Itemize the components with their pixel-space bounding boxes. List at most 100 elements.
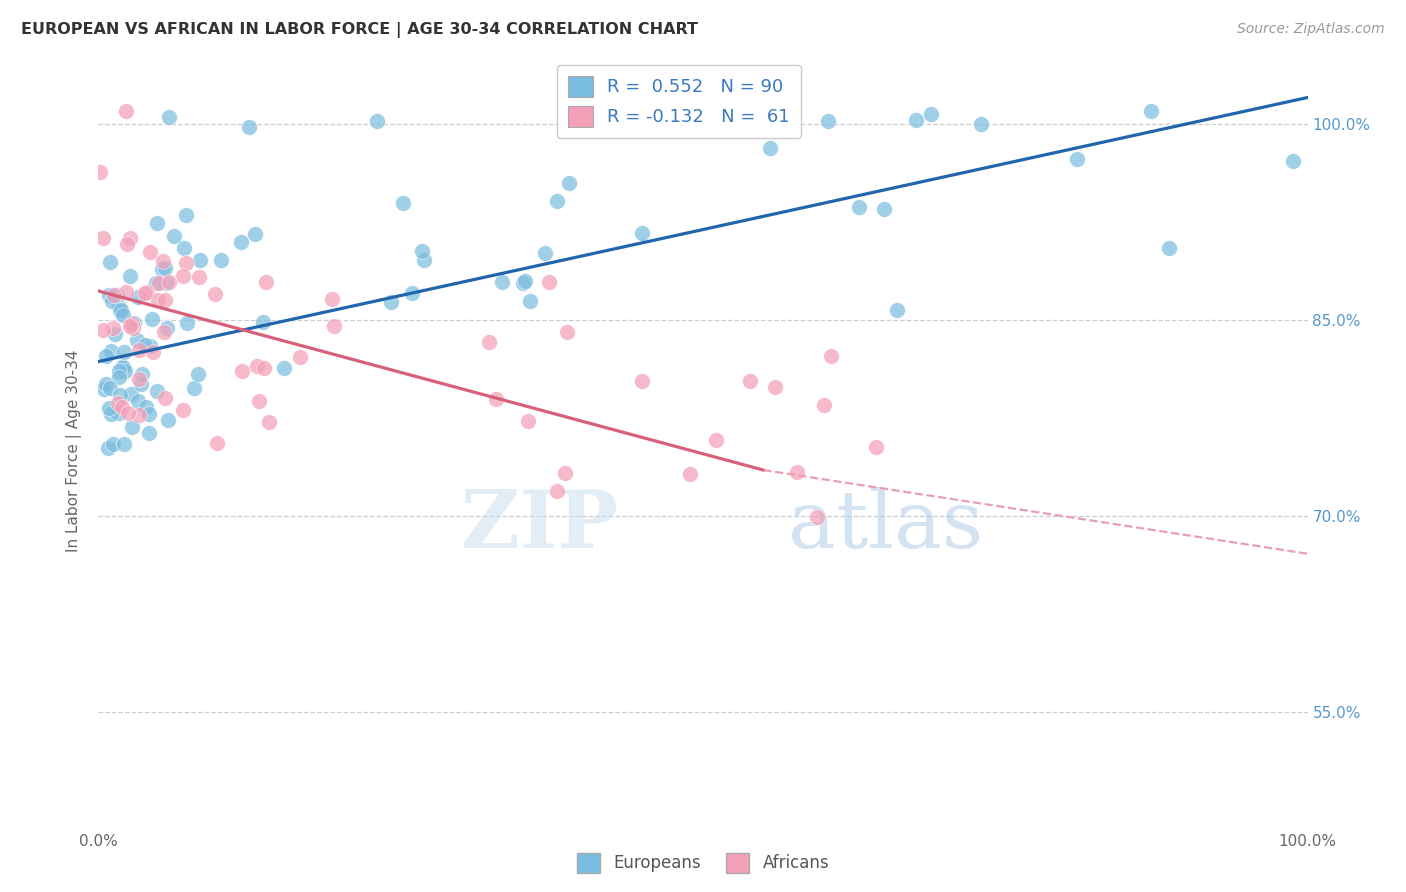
Point (134, 338, 156, 352)
Y-axis label: In Labor Force | Age 30-34: In Labor Force | Age 30-34 (66, 349, 83, 552)
Point (288, 351, 311, 365)
Point (152, 253, 174, 268)
Point (173, 241, 195, 255)
Point (135, 285, 157, 299)
Point (104, 327, 127, 342)
Point (110, 302, 132, 317)
Point (100, 407, 122, 421)
Point (380, 295, 402, 310)
Point (93, 382, 115, 396)
Point (534, 246, 557, 260)
Point (122, 320, 145, 334)
Point (704, 433, 727, 447)
Point (155, 321, 177, 335)
Point (478, 334, 501, 349)
Point (231, 364, 253, 378)
Point (631, 374, 654, 388)
Point (111, 360, 134, 375)
Point (146, 293, 169, 307)
Point (491, 276, 513, 290)
Point (103, 288, 125, 302)
Point (243, 227, 266, 241)
Point (98, 255, 121, 269)
Point (519, 294, 541, 309)
Legend: Europeans, Africans: Europeans, Africans (569, 847, 837, 880)
Point (188, 269, 211, 284)
Point (188, 253, 211, 268)
Point (886, 303, 908, 318)
Point (120, 386, 142, 401)
Point (366, 114, 388, 128)
Text: EUROPEAN VS AFRICAN IN LABOR FORCE | AGE 30-34 CORRELATION CHART: EUROPEAN VS AFRICAN IN LABOR FORCE | AGE… (21, 22, 699, 38)
Point (91, 231, 114, 245)
Point (117, 406, 139, 420)
Point (111, 359, 134, 374)
Point (176, 316, 198, 330)
Point (128, 343, 150, 358)
Point (89, 165, 111, 179)
Point (108, 388, 131, 402)
Point (254, 275, 277, 289)
Point (114, 364, 136, 378)
Point (127, 290, 149, 304)
Point (134, 285, 156, 300)
Point (321, 292, 343, 306)
Point (187, 367, 209, 381)
Point (108, 370, 131, 384)
Point (153, 260, 176, 275)
Point (138, 407, 160, 421)
Point (322, 318, 344, 333)
Point (546, 194, 568, 208)
Point (94, 349, 117, 363)
Point (148, 277, 170, 291)
Point (135, 400, 157, 414)
Point (204, 287, 226, 301)
Point (537, 276, 560, 290)
Point (401, 285, 423, 300)
Point (127, 394, 149, 409)
Point (517, 414, 540, 428)
Point (145, 216, 167, 230)
Point (558, 176, 581, 190)
Point (155, 276, 177, 290)
Point (253, 360, 276, 375)
Point (107, 396, 129, 410)
Point (273, 360, 295, 375)
Point (392, 195, 415, 210)
Point (176, 256, 198, 270)
Point (512, 276, 534, 290)
Point (252, 315, 274, 329)
Point (1139, 103, 1161, 118)
Point (246, 359, 269, 374)
Point (813, 398, 835, 412)
Point (145, 277, 167, 291)
Point (153, 293, 176, 307)
Point (139, 244, 162, 259)
Point (112, 437, 135, 451)
Point (820, 350, 842, 364)
Point (554, 467, 576, 481)
Point (94, 376, 117, 391)
Point (209, 253, 232, 268)
Point (817, 114, 839, 128)
Point (970, 117, 993, 131)
Point (108, 303, 131, 318)
Point (111, 401, 134, 415)
Point (145, 384, 167, 398)
Point (108, 406, 131, 420)
Point (122, 316, 145, 330)
Point (128, 408, 150, 422)
Point (129, 377, 152, 392)
Point (759, 141, 782, 155)
Point (679, 467, 702, 482)
Point (806, 510, 828, 524)
Point (1066, 152, 1088, 166)
Point (97, 401, 120, 415)
Point (872, 202, 894, 217)
Point (786, 465, 808, 479)
Point (127, 333, 149, 347)
Point (120, 318, 142, 333)
Point (105, 287, 128, 301)
Point (546, 483, 568, 498)
Point (172, 403, 194, 417)
